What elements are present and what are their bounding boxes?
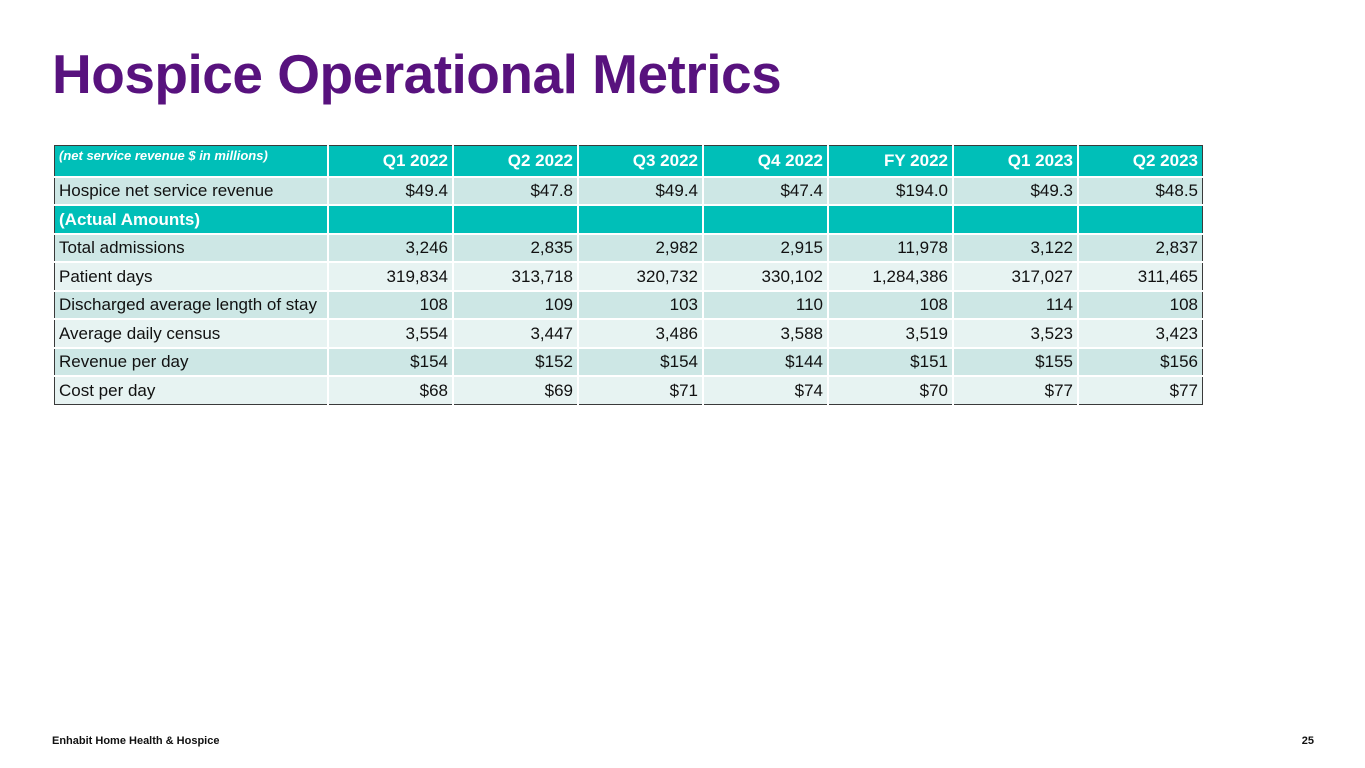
table-cell: $154 [577,346,703,376]
table-cell: 320,732 [577,261,703,291]
table-cell: 3,246 [327,232,453,262]
table-cell: 103 [577,289,703,319]
column-header: Q2 2022 [452,145,578,177]
table-row: Discharged average length of stay 108 10… [54,289,1203,319]
section-header-row: (Actual Amounts) [54,204,1203,234]
table-cell [827,204,953,234]
table-header-row: (net service revenue $ in millions) Q1 2… [54,145,1203,177]
table-row: Cost per day $68 $69 $71 $74 $70 $77 $77 [54,375,1203,404]
table-cell: 319,834 [327,261,453,291]
table-row: Revenue per day $154 $152 $154 $144 $151… [54,346,1203,376]
table-cell: $77 [952,375,1078,404]
page-number: 25 [1301,735,1314,747]
table-cell: 108 [327,289,453,319]
row-label: Patient days [54,261,328,291]
table-cell: $49.4 [577,175,703,205]
table-row: Total admissions 3,246 2,835 2,982 2,915… [54,232,1203,262]
table-cell: $152 [452,346,578,376]
table-cell [327,204,453,234]
table-cell: $47.4 [702,175,828,205]
column-header: Q2 2023 [1077,145,1203,177]
row-label: Discharged average length of stay [54,289,328,319]
table-cell: 2,915 [702,232,828,262]
table-cell: 109 [452,289,578,319]
row-label: Revenue per day [54,346,328,376]
table-cell: $154 [327,346,453,376]
table-cell: 317,027 [952,261,1078,291]
table-cell: 110 [702,289,828,319]
row-label: Hospice net service revenue [54,175,328,205]
column-header: Q3 2022 [577,145,703,177]
table-row: Average daily census 3,554 3,447 3,486 3… [54,318,1203,348]
metrics-table: (net service revenue $ in millions) Q1 2… [54,145,1203,405]
table-cell [702,204,828,234]
table-cell: 3,447 [452,318,578,348]
table-cell: $49.4 [327,175,453,205]
row-label: Total admissions [54,232,328,262]
table-cell [1077,204,1203,234]
table-cell: $155 [952,346,1078,376]
table-cell: $49.3 [952,175,1078,205]
table-cell: 311,465 [1077,261,1203,291]
table-cell: 3,486 [577,318,703,348]
table-cell: $74 [702,375,828,404]
table-cell: 1,284,386 [827,261,953,291]
table-cell: 3,122 [952,232,1078,262]
table-cell: $48.5 [1077,175,1203,205]
table-cell: $70 [827,375,953,404]
table-cell: 2,835 [452,232,578,262]
column-header: Q1 2022 [327,145,453,177]
table-cell: $144 [702,346,828,376]
table-cell: 3,588 [702,318,828,348]
table-cell: 313,718 [452,261,578,291]
table-cell: $156 [1077,346,1203,376]
table-cell: 330,102 [702,261,828,291]
table-cell: 2,982 [577,232,703,262]
table-row: Hospice net service revenue $49.4 $47.8 … [54,175,1203,205]
table-cell: $77 [1077,375,1203,404]
column-header: Q1 2023 [952,145,1078,177]
page-title: Hospice Operational Metrics [52,43,782,105]
section-label: (Actual Amounts) [54,204,328,234]
table-cell: $68 [327,375,453,404]
table-cell: 108 [1077,289,1203,319]
table-cell: 11,978 [827,232,953,262]
table-cell: $151 [827,346,953,376]
table-cell: $71 [577,375,703,404]
table-cell [452,204,578,234]
column-header: FY 2022 [827,145,953,177]
table-cell: $69 [452,375,578,404]
table-row: Patient days 319,834 313,718 320,732 330… [54,261,1203,291]
row-label: Cost per day [54,375,328,404]
table-cell: 3,523 [952,318,1078,348]
row-label: Average daily census [54,318,328,348]
table-cell: 108 [827,289,953,319]
column-header: Q4 2022 [702,145,828,177]
table-cell [577,204,703,234]
table-cell: 3,554 [327,318,453,348]
units-note: (net service revenue $ in millions) [54,145,328,177]
footer-company: Enhabit Home Health & Hospice [52,735,220,747]
table-cell: 2,837 [1077,232,1203,262]
table-cell: 3,519 [827,318,953,348]
table-cell: $47.8 [452,175,578,205]
table-cell: 114 [952,289,1078,319]
table-cell: 3,423 [1077,318,1203,348]
table-cell [952,204,1078,234]
table-cell: $194.0 [827,175,953,205]
